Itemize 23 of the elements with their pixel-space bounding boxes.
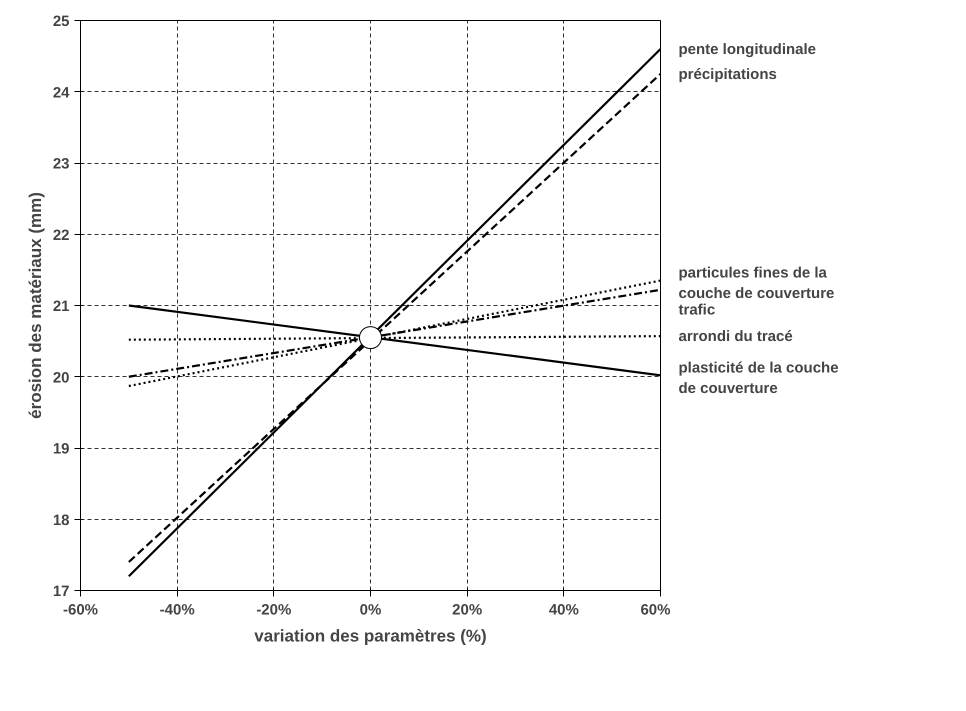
x-tick-label: 60% xyxy=(640,602,671,618)
y-tick-label: 20 xyxy=(52,369,70,386)
x-tick-label: 40% xyxy=(548,602,579,618)
y-tick-label: 21 xyxy=(52,298,70,315)
y-tick-label: 24 xyxy=(52,84,70,102)
y-tick-label: 18 xyxy=(52,512,70,529)
x-tick-label: 20% xyxy=(452,602,482,618)
y-axis-title: érosion des matériaux (mm) xyxy=(26,192,45,419)
y-tick-label: 19 xyxy=(52,440,70,458)
series-label: pente longitudinale xyxy=(678,41,816,58)
series-label: plasticité de la couche de couverture xyxy=(678,359,839,397)
y-tick-label: 22 xyxy=(52,226,70,244)
series-label: précipitations xyxy=(678,66,777,83)
series-label: trafic xyxy=(678,301,716,318)
x-tick-label: -40% xyxy=(160,602,195,618)
x-tick-label: -20% xyxy=(256,602,292,618)
x-axis-title: variation des paramètres (%) xyxy=(254,626,487,646)
x-tick-label: -60% xyxy=(62,602,98,618)
y-tick-label: 23 xyxy=(52,156,70,172)
y-tick-label: 17 xyxy=(52,583,70,600)
x-tick-label: 0% xyxy=(360,602,382,618)
series-label: arrondi du tracé xyxy=(678,328,793,346)
y-tick-label: 25 xyxy=(52,13,70,30)
